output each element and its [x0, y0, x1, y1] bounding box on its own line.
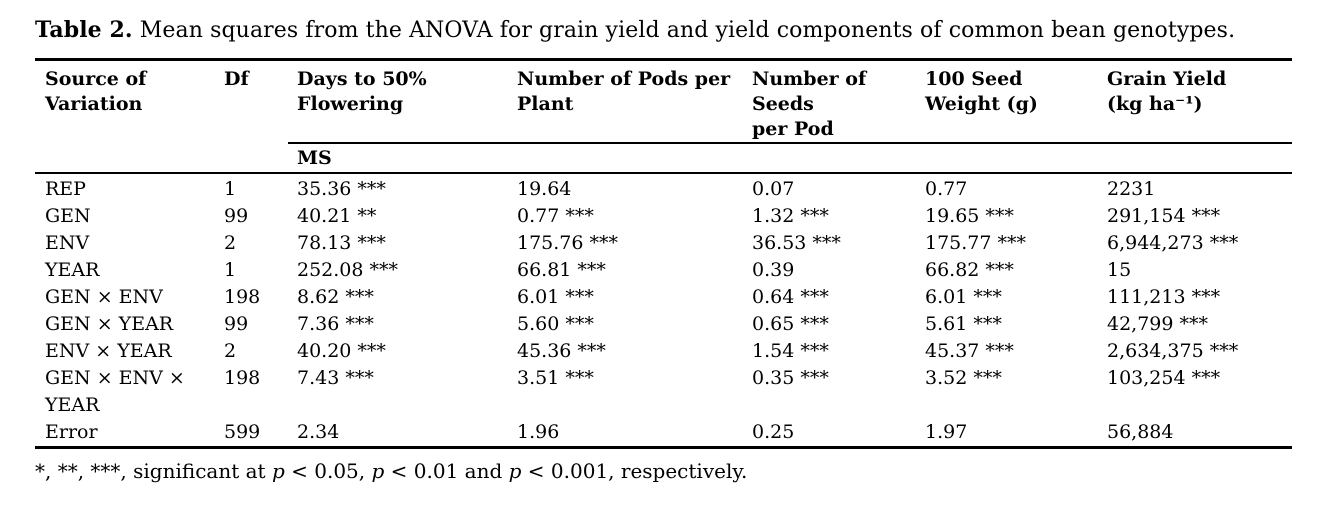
row-value-cell: 0.07: [752, 178, 795, 200]
row-source-cell: GEN × ENV: [45, 286, 163, 308]
row-value-cell: 42,799 ***: [1107, 313, 1209, 335]
anova-table-body: REP 1 35.36 *** 19.64 0.07 0.77 2231 GEN 99 40.21…: [35, 173, 1292, 448]
row-value-cell: 2.34: [297, 421, 340, 443]
table-row: GEN × YEAR 99 7.36 *** 5.60 *** 0.65 *** 5.61…: [35, 311, 1292, 338]
row-value-cell: 252.08 ***: [297, 259, 399, 281]
row-value-cell: 6,944,273 ***: [1107, 232, 1239, 254]
table-footnote: *, **, ***, significant at p < 0.05, p <…: [35, 458, 1292, 484]
row-value-cell: 3.52 ***: [925, 367, 1002, 389]
row-value-cell: 5.60 ***: [517, 313, 594, 335]
row-source-cell: Error: [45, 421, 98, 443]
row-df-cell: 2: [224, 340, 237, 362]
header-row: Source of Variation Df Days to 50% Flowe…: [35, 60, 1292, 144]
subheader-row: MS: [35, 142, 1292, 174]
row-df-cell: 2: [224, 232, 237, 254]
footnote-italic-p: p: [271, 459, 285, 483]
row-value-cell: 7.36 ***: [297, 313, 374, 335]
row-value-cell: 1.54 ***: [752, 340, 829, 362]
table-row: YEAR 1 252.08 *** 66.81 *** 0.39 66.82 *** 15: [35, 257, 1292, 284]
footnote-text: < 0.01 and: [384, 459, 509, 483]
row-value-cell: 78.13 ***: [297, 232, 386, 254]
row-df-cell: 599: [224, 421, 261, 443]
row-value-cell: 45.36 ***: [517, 340, 606, 362]
row-value-cell: 40.20 ***: [297, 340, 386, 362]
row-value-cell: 19.64: [517, 178, 572, 200]
row-df-cell: 198: [224, 286, 261, 308]
footnote-text: < 0.001, respectively.: [521, 459, 748, 483]
row-value-cell: 2,634,375 ***: [1107, 340, 1239, 362]
anova-table-header: Source of Variation Df Days to 50% Flowe…: [35, 60, 1292, 174]
row-value-cell: 0.77: [925, 178, 968, 200]
footnote-italic-p: p: [371, 459, 385, 483]
row-value-cell: 175.77 ***: [925, 232, 1027, 254]
row-df-cell: 99: [224, 313, 249, 335]
row-value-cell: 0.77 ***: [517, 205, 594, 227]
column-header-pods-per-plant: Number of Pods per Plant: [517, 68, 731, 115]
anova-table: Source of Variation Df Days to 50% Flowe…: [35, 58, 1292, 449]
row-value-cell: 7.43 ***: [297, 367, 374, 389]
row-value-cell: 291,154 ***: [1107, 205, 1221, 227]
row-value-cell: 1.32 ***: [752, 205, 829, 227]
row-value-cell: 35.36 ***: [297, 178, 386, 200]
row-value-cell: 2231: [1107, 178, 1156, 200]
column-header-days-to-flowering: Days to 50% Flowering: [297, 68, 427, 115]
row-value-cell: 111,213 ***: [1107, 286, 1221, 308]
row-value-cell: 3.51 ***: [517, 367, 594, 389]
table-row: GEN 99 40.21 ** 0.77 *** 1.32 *** 19.65 *** 29…: [35, 203, 1292, 230]
row-value-cell: 6.01 ***: [517, 286, 594, 308]
row-value-cell: 8.62 ***: [297, 286, 374, 308]
table-row: Error 599 2.34 1.96 0.25 1.97 56,884: [35, 419, 1292, 448]
row-value-cell: 1.96: [517, 421, 560, 443]
subheader-ms-cell: MS: [288, 142, 1292, 174]
row-value-cell: 40.21 **: [297, 205, 377, 227]
row-source-cell: ENV: [45, 232, 90, 254]
table-caption: Table 2. Mean squares from the ANOVA for…: [35, 16, 1292, 45]
row-df-cell: 99: [224, 205, 249, 227]
row-value-cell: 6.01 ***: [925, 286, 1002, 308]
column-header-source-of-variation: Source of Variation: [45, 68, 147, 115]
column-header-seeds-per-pod: Number of Seeds per Pod: [752, 68, 867, 140]
row-source-cell: YEAR: [45, 259, 100, 281]
row-value-cell: 66.82 ***: [925, 259, 1014, 281]
row-df-cell: 1: [224, 259, 237, 281]
row-value-cell: 175.76 ***: [517, 232, 619, 254]
row-source-cell: GEN: [45, 205, 91, 227]
table-caption-label: Table 2.: [35, 17, 133, 43]
row-value-cell: 19.65 ***: [925, 205, 1014, 227]
row-value-cell: 0.64 ***: [752, 286, 829, 308]
table-row: GEN × ENV 198 8.62 *** 6.01 *** 0.64 *** 6.01…: [35, 284, 1292, 311]
row-value-cell: 0.39: [752, 259, 795, 281]
row-df-cell: 1: [224, 178, 237, 200]
table-row: REP 1 35.36 *** 19.64 0.07 0.77 2231: [35, 173, 1292, 203]
row-value-cell: 103,254 ***: [1107, 367, 1221, 389]
row-value-cell: 15: [1107, 259, 1132, 281]
row-source-cell: REP: [45, 178, 86, 200]
table-row: ENV × YEAR 2 40.20 *** 45.36 *** 1.54 *** 45.…: [35, 338, 1292, 365]
table-row: GEN × ENV × YEAR 198 7.43 *** 3.51 *** 0.35 …: [35, 365, 1292, 419]
row-df-cell: 198: [224, 367, 261, 389]
footnote-italic-p: p: [508, 459, 522, 483]
row-source-cell: ENV × YEAR: [45, 340, 172, 362]
subheader-spacer-cell: [35, 143, 288, 174]
row-value-cell: 36.53 ***: [752, 232, 841, 254]
column-header-seed-weight: 100 Seed Weight (g): [925, 68, 1038, 115]
row-source-cell: GEN × YEAR: [45, 313, 174, 335]
footnote-text: *, **, ***, significant at: [35, 459, 272, 483]
row-value-cell: 0.25: [752, 421, 795, 443]
row-value-cell: 0.65 ***: [752, 313, 829, 335]
table-row: ENV 2 78.13 *** 175.76 *** 36.53 *** 175.77 *…: [35, 230, 1292, 257]
row-value-cell: 5.61 ***: [925, 313, 1002, 335]
row-value-cell: 66.81 ***: [517, 259, 606, 281]
row-value-cell: 1.97: [925, 421, 968, 443]
footnote-text: < 0.05,: [284, 459, 372, 483]
table-caption-text: Mean squares from the ANOVA for grain yi…: [132, 18, 1236, 43]
row-value-cell: 0.35 ***: [752, 367, 829, 389]
column-header-grain-yield: Grain Yield (kg ha⁻¹): [1107, 68, 1227, 115]
column-header-df: Df: [224, 68, 249, 90]
row-value-cell: 45.37 ***: [925, 340, 1014, 362]
row-source-cell: GEN × ENV × YEAR: [45, 367, 185, 416]
row-value-cell: 56,884: [1107, 421, 1174, 443]
